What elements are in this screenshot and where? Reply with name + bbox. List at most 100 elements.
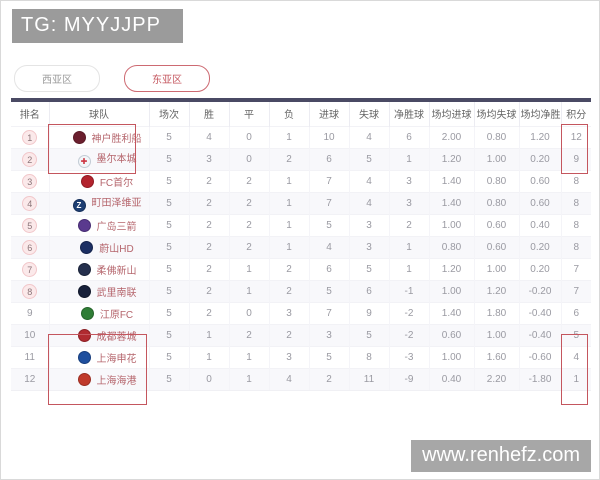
stat-cell: 0.60 <box>518 169 561 192</box>
table-row: 8 武里南联 5 2 1 2 5 6 -1 1.00 1.20 -0.20 7 <box>11 279 591 302</box>
table-row: 12 上海海港 5 0 1 4 2 11 -9 0.40 2.20 -1.80 1 <box>11 367 591 391</box>
stat-cell: 4 <box>348 169 389 192</box>
points-cell: 12 <box>560 125 591 148</box>
team-name-link[interactable]: 上海申花 <box>96 353 137 365</box>
points-cell: 8 <box>560 213 591 236</box>
team-name-link[interactable]: 上海海港 <box>96 375 137 387</box>
stat-cell: 1.20 <box>428 257 474 280</box>
column-header: 场均失球 <box>473 98 519 126</box>
stat-cell: 2 <box>188 257 229 280</box>
team-name-link[interactable]: 町田泽维亚 <box>91 198 142 209</box>
team-logo-icon: ✚ <box>77 155 91 168</box>
team-name-link[interactable]: 神户胜利船 <box>91 133 142 145</box>
stat-cell: 7 <box>308 169 349 192</box>
tab-west-asia[interactable]: 西亚区 <box>14 65 100 92</box>
team-name-link[interactable]: 墨尔本城 <box>96 154 137 165</box>
stat-cell: 4 <box>188 125 229 148</box>
stat-cell: 2.20 <box>473 367 519 391</box>
team-logo-icon <box>77 284 91 298</box>
points-cell: 9 <box>560 147 591 170</box>
stat-cell: 1.20 <box>518 125 561 148</box>
team-name-link[interactable]: FC首尔 <box>99 177 134 189</box>
stat-cell: 4 <box>348 191 389 214</box>
tab-east-asia[interactable]: 东亚区 <box>124 65 210 92</box>
stat-cell: 0.20 <box>518 257 561 280</box>
standings-table: 排名 球队 场次胜平负进球 失球 净胜球 场均进球 场均失球 场均净胜 积分 1 神户胜利船 5 4 0… <box>11 98 591 391</box>
stat-cell: 2 <box>188 301 229 324</box>
stat-cell: 1.40 <box>428 169 474 192</box>
stat-cell: 1 <box>228 279 269 302</box>
points-cell: 4 <box>560 345 591 368</box>
team-logo-icon: Z <box>72 199 86 212</box>
stat-cell: 8 <box>348 345 389 368</box>
stat-cell: 5 <box>148 125 189 148</box>
stat-cell: 1.00 <box>473 257 519 280</box>
stat-cell: 5 <box>348 147 389 170</box>
stat-cell: -1.80 <box>518 367 561 391</box>
table-row: 5 广岛三箭 5 2 2 1 5 3 2 1.00 0.60 0.40 8 <box>11 213 591 236</box>
table-row: 10 成都蓉城 5 1 2 2 3 5 -2 0.60 1.00 -0.40 5 <box>11 323 591 346</box>
stat-cell: 5 <box>148 191 189 214</box>
column-header: 排名 <box>11 98 49 126</box>
team-logo-icon <box>77 328 91 342</box>
team-logo-icon <box>72 130 86 144</box>
rank-cell: 8 <box>11 279 49 302</box>
stat-cell: 2 <box>188 169 229 192</box>
stat-cell: 1.20 <box>428 147 474 170</box>
table-row: 1 神户胜利船 5 4 0 1 10 4 6 2.00 0.80 1.20 12 <box>11 125 591 148</box>
team-name-link[interactable]: 蔚山HD <box>99 243 134 255</box>
stat-cell: 1.80 <box>473 301 519 324</box>
stat-cell: 1.40 <box>428 191 474 214</box>
team-name-link[interactable]: 成都蓉城 <box>96 331 137 343</box>
rank-badge: 6 <box>22 239 38 255</box>
team-name-link[interactable]: 广岛三箭 <box>96 221 137 233</box>
points-cell: 7 <box>560 279 591 302</box>
column-header: 平 <box>228 98 269 126</box>
team-cell: 广岛三箭 <box>48 213 149 236</box>
team-name-link[interactable]: 武里南联 <box>96 287 137 299</box>
team-logo-icon <box>80 306 94 320</box>
stat-cell: 0.80 <box>473 191 519 214</box>
stat-cell: 5 <box>148 345 189 368</box>
table-row: 2 ✚ 墨尔本城 5 3 0 2 6 5 1 1.20 1.00 0.20 9 <box>11 147 591 170</box>
rank-badge: 4 <box>22 195 38 211</box>
stat-cell: 3 <box>188 147 229 170</box>
stat-cell: 1 <box>268 191 309 214</box>
stat-cell: 5 <box>148 367 189 391</box>
stat-cell: 9 <box>348 301 389 324</box>
stat-cell: 0.20 <box>518 147 561 170</box>
points-cell: 8 <box>560 169 591 192</box>
points-cell: 6 <box>560 301 591 324</box>
team-name-link[interactable]: 江原FC <box>99 309 134 321</box>
team-name-link[interactable]: 柔佛新山 <box>96 265 137 277</box>
stat-cell: 1.20 <box>473 279 519 302</box>
stat-cell: 2 <box>188 235 229 258</box>
stat-cell: 5 <box>148 257 189 280</box>
stat-cell: 2 <box>228 323 269 346</box>
stat-cell: 0.40 <box>428 367 474 391</box>
team-cell: 蔚山HD <box>48 235 149 258</box>
stat-cell: 11 <box>348 367 389 391</box>
watermark: www.renhefz.com <box>411 440 591 472</box>
stat-cell: 1 <box>268 169 309 192</box>
stat-cell: -0.20 <box>518 279 561 302</box>
stat-cell: 2 <box>228 169 269 192</box>
stat-cell: 0 <box>228 125 269 148</box>
stat-cell: 1.60 <box>473 345 519 368</box>
stat-cell: 5 <box>148 235 189 258</box>
zone-tabs: 西亚区 东亚区 <box>14 65 210 92</box>
stat-cell: 1 <box>388 147 429 170</box>
rank-badge: 5 <box>22 217 38 233</box>
stat-cell: 5 <box>348 257 389 280</box>
team-logo-icon <box>77 350 91 364</box>
column-header: 负 <box>268 98 309 126</box>
stat-cell: 1 <box>268 213 309 236</box>
stat-cell: 4 <box>308 235 349 258</box>
rank-cell: 5 <box>11 213 49 236</box>
stat-cell: 5 <box>148 279 189 302</box>
stat-cell: 1 <box>228 345 269 368</box>
stat-cell: -9 <box>388 367 429 391</box>
rank-badge: 2 <box>22 151 38 167</box>
stat-cell: 1 <box>268 125 309 148</box>
